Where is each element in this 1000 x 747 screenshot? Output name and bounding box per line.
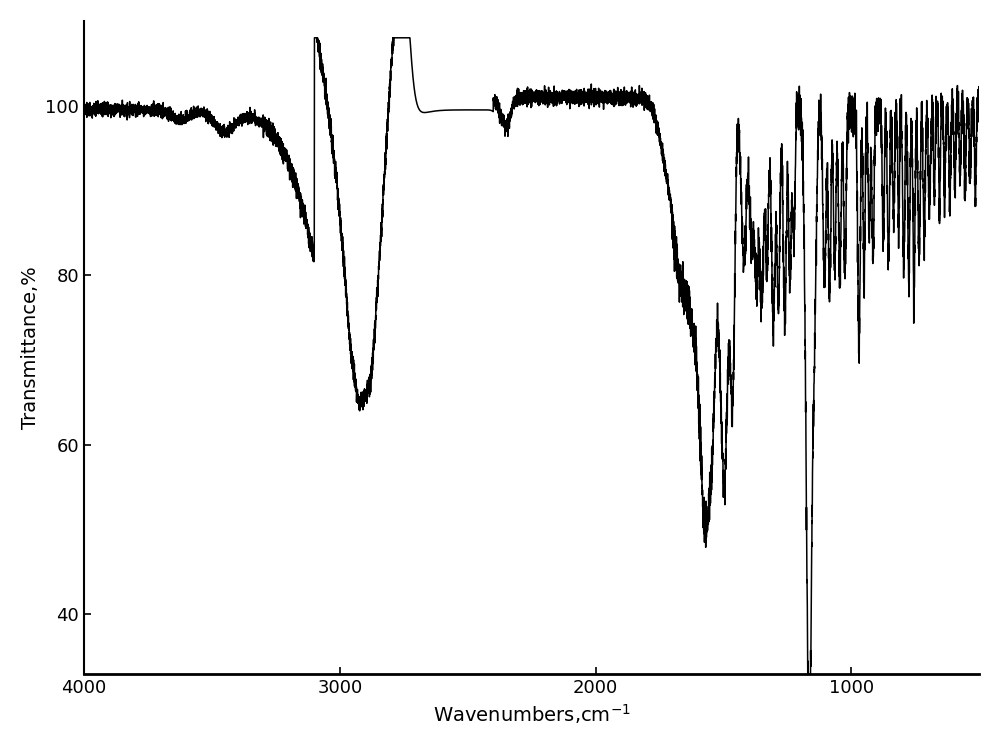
X-axis label: Wavenumbers,cm$^{-1}$: Wavenumbers,cm$^{-1}$ (433, 702, 631, 726)
Y-axis label: Transmittance,%: Transmittance,% (21, 266, 40, 429)
